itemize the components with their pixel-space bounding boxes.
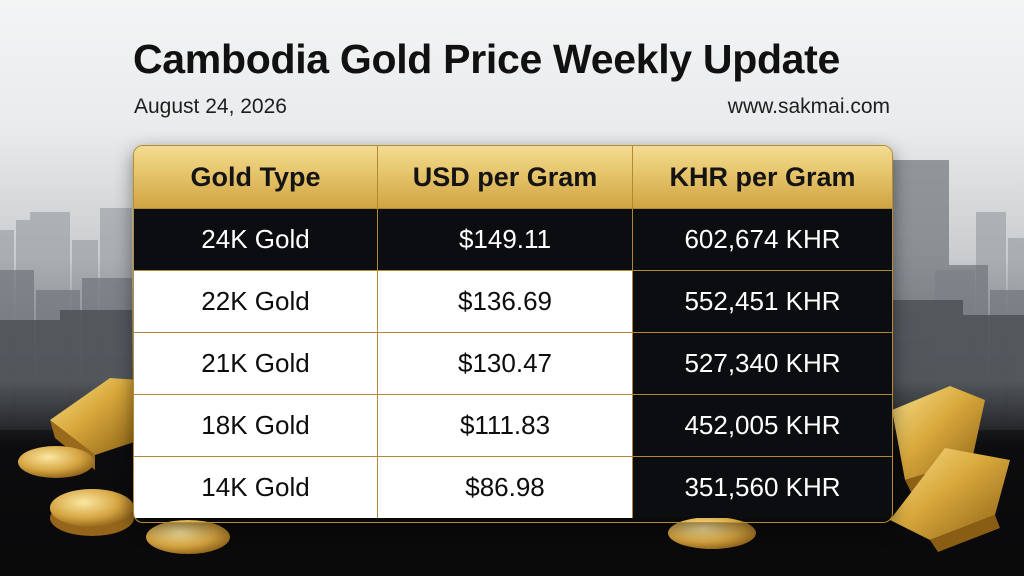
usd-price-cell: $136.69 — [377, 271, 632, 332]
usd-price-cell: $149.11 — [377, 209, 632, 270]
gold-price-table: Gold Type USD per Gram KHR per Gram 24K … — [133, 145, 893, 523]
gold-type-cell: 22K Gold — [134, 271, 377, 332]
khr-price-cell: 602,674 KHR — [632, 209, 892, 270]
usd-price-cell: $86.98 — [377, 457, 632, 518]
column-header-usd-per-gram: USD per Gram — [377, 146, 632, 208]
table-row: 24K Gold $149.11 602,674 KHR — [134, 208, 892, 270]
table-row: 14K Gold $86.98 351,560 KHR — [134, 456, 892, 518]
table-row: 21K Gold $130.47 527,340 KHR — [134, 332, 892, 394]
update-date: August 24, 2026 — [134, 95, 287, 118]
page-title: Cambodia Gold Price Weekly Update — [133, 36, 841, 82]
table-row: 18K Gold $111.83 452,005 KHR — [134, 394, 892, 456]
website-url: www.sakmai.com — [727, 95, 890, 118]
usd-price-cell: $111.83 — [377, 395, 632, 456]
usd-price-cell: $130.47 — [377, 333, 632, 394]
table-row: 22K Gold $136.69 552,451 KHR — [134, 270, 892, 332]
gold-type-cell: 14K Gold — [134, 457, 377, 518]
khr-price-cell: 527,340 KHR — [632, 333, 892, 394]
gold-type-cell: 18K Gold — [134, 395, 377, 456]
column-header-gold-type: Gold Type — [190, 161, 321, 192]
khr-price-cell: 351,560 KHR — [632, 457, 892, 518]
gold-type-cell: 21K Gold — [134, 333, 377, 394]
table-header-row: Gold Type USD per Gram KHR per Gram — [134, 146, 892, 208]
khr-price-cell: 552,451 KHR — [632, 271, 892, 332]
column-header-khr-per-gram: KHR per Gram — [632, 146, 892, 208]
khr-price-cell: 452,005 KHR — [632, 395, 892, 456]
gold-type-cell: 24K Gold — [134, 209, 377, 270]
